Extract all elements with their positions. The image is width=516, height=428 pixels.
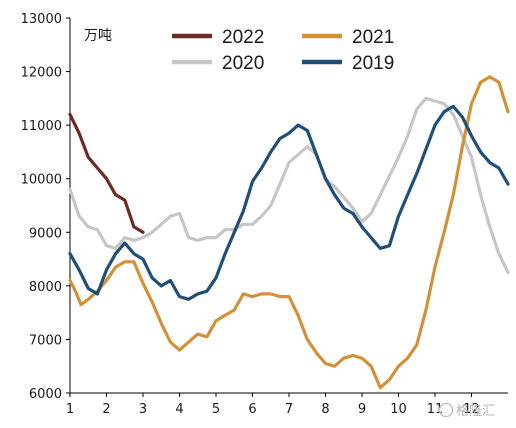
y-tick-label: 8000 — [29, 280, 62, 295]
series-line-2019 — [68, 104, 510, 301]
x-tick-label: 1 — [66, 402, 74, 417]
x-tick-label: 4 — [175, 402, 183, 417]
x-tick-label: 7 — [285, 402, 293, 417]
y-tick-label: 11000 — [21, 119, 62, 134]
series-line-2021 — [68, 75, 510, 390]
x-tick-label: 6 — [248, 402, 256, 417]
x-tick-label: 2 — [102, 402, 110, 417]
y-tick-label: 7000 — [29, 333, 62, 348]
x-axis-ticks: 1 2 3 4 5 6 7 8 9 10 11 12 — [66, 393, 480, 417]
y-tick-label: 6000 — [29, 387, 62, 402]
y-tick-label: 12000 — [21, 66, 62, 81]
axes — [69, 18, 508, 394]
series-lines — [68, 75, 510, 390]
y-tick-label: 9000 — [29, 226, 62, 241]
legend-label-2020: 2020 — [222, 53, 264, 74]
legend-label-2021: 2021 — [352, 27, 394, 48]
series-line-2020 — [68, 96, 510, 275]
watermark-logo-icon — [438, 402, 454, 418]
x-tick-label: 11 — [427, 402, 444, 417]
watermark: 格隆汇 — [438, 402, 495, 419]
x-tick-label: 10 — [390, 402, 407, 417]
x-tick-label: 5 — [212, 402, 220, 417]
y-tick-label: 10000 — [21, 173, 62, 188]
y-axis-ticks: 6000 7000 8000 9000 10000 11000 12000 13000 — [21, 12, 70, 402]
watermark-text: 格隆汇 — [456, 403, 495, 419]
legend-label-2019: 2019 — [352, 53, 394, 74]
y-axis-unit-label: 万吨 — [84, 28, 112, 44]
x-tick-label: 9 — [358, 402, 366, 417]
x-tick-label: 8 — [321, 402, 329, 417]
y-tick-label: 13000 — [21, 12, 62, 27]
legend-label-2022: 2022 — [222, 27, 264, 48]
legend: 2022 2021 2020 2019 — [172, 27, 394, 74]
x-tick-label: 12 — [463, 402, 480, 417]
series-line-2022 — [68, 112, 145, 234]
x-tick-label: 3 — [139, 402, 147, 417]
